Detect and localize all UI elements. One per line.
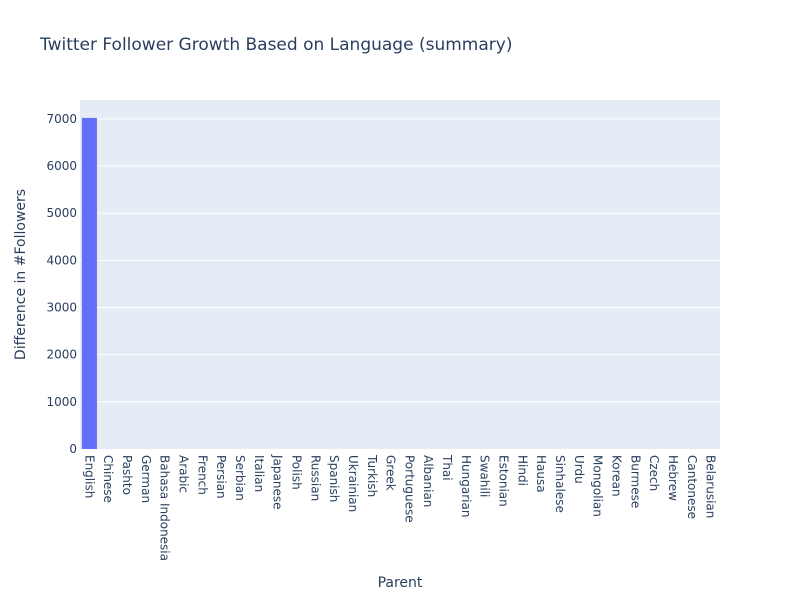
chart-title: Twitter Follower Growth Based on Languag… bbox=[39, 35, 512, 55]
y-tick-label: 0 bbox=[69, 442, 77, 456]
y-tick-label: 7000 bbox=[46, 112, 77, 126]
y-tick-label: 6000 bbox=[46, 159, 77, 173]
x-axis-title: Parent bbox=[378, 575, 423, 591]
x-tick-label: English bbox=[82, 455, 96, 498]
x-tick-label: Thai bbox=[440, 454, 454, 481]
x-tick-label: Czech bbox=[647, 455, 661, 491]
x-tick-label: Russian bbox=[308, 455, 322, 501]
x-tick-label: German bbox=[139, 455, 153, 503]
x-tick-label: Persian bbox=[214, 455, 228, 499]
y-tick-label: 1000 bbox=[46, 395, 77, 409]
x-tick-label: Hausa bbox=[534, 455, 548, 493]
x-tick-labels: English Chinese Pashto German Bahasa Indones… bbox=[82, 454, 717, 561]
plot-area bbox=[80, 100, 720, 449]
x-tick-label: Spanish bbox=[327, 455, 341, 502]
bars bbox=[81, 117, 97, 449]
y-tick-label: 3000 bbox=[46, 301, 77, 315]
x-tick-label: Polish bbox=[289, 455, 303, 490]
x-tick-label: Cantonese bbox=[685, 455, 699, 519]
y-tick-labels: 0 1000 2000 3000 4000 5000 6000 7000 bbox=[46, 112, 77, 456]
x-tick-label: Albanian bbox=[421, 455, 435, 507]
x-tick-label: Hungarian bbox=[459, 455, 473, 517]
x-tick-label: Mongolian bbox=[591, 455, 605, 517]
x-tick-label: Swahili bbox=[478, 455, 492, 497]
x-tick-label: Hindi bbox=[515, 455, 529, 486]
x-tick-label: Estonian bbox=[497, 455, 511, 507]
x-tick-label: Italian bbox=[252, 455, 266, 492]
y-tick-label: 4000 bbox=[46, 253, 77, 267]
x-tick-label: Japanese bbox=[271, 454, 285, 510]
x-tick-label: Arabic bbox=[177, 455, 191, 493]
x-tick-label: Urdu bbox=[572, 455, 586, 484]
y-tick-label: 5000 bbox=[46, 206, 77, 220]
y-axis-title: Difference in #Followers bbox=[13, 189, 29, 360]
x-tick-label: Korean bbox=[609, 455, 623, 497]
x-tick-label: French bbox=[195, 455, 209, 495]
x-tick-label: Belarusian bbox=[704, 455, 718, 518]
x-tick-label: Turkish bbox=[365, 454, 379, 497]
x-tick-label: Serbian bbox=[233, 455, 247, 501]
x-tick-label: Hebrew bbox=[666, 455, 680, 501]
x-tick-label: Burmese bbox=[628, 455, 642, 508]
x-tick-label: Portuguese bbox=[402, 455, 416, 523]
x-tick-label: Bahasa Indonesia bbox=[158, 455, 172, 561]
x-tick-label: Pashto bbox=[120, 455, 134, 495]
y-tick-label: 2000 bbox=[46, 348, 77, 362]
bar-english bbox=[81, 117, 97, 449]
x-tick-label: Chinese bbox=[101, 455, 115, 503]
x-tick-label: Greek bbox=[384, 455, 398, 491]
grid-lines bbox=[80, 118, 720, 403]
x-tick-label: Sinhalese bbox=[553, 455, 567, 513]
x-tick-label: Ukrainian bbox=[346, 455, 360, 512]
